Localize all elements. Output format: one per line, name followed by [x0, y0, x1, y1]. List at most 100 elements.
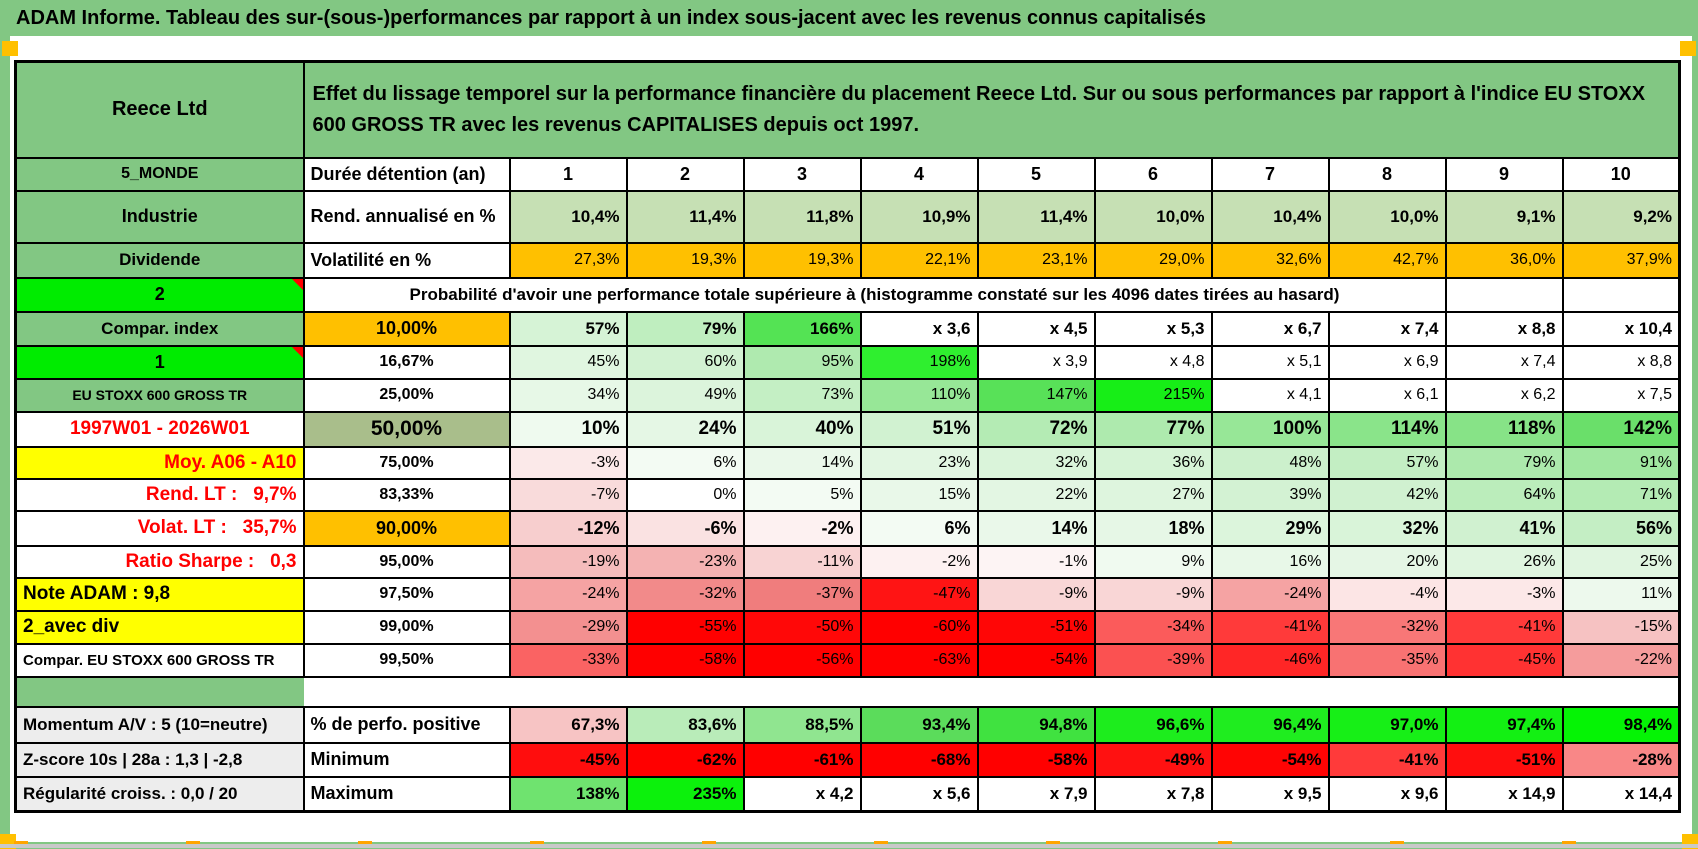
cell-19-2[interactable]: 138% [508, 775, 628, 813]
cell-11-11[interactable]: 56% [1561, 509, 1681, 547]
cell-5-3[interactable]: 79% [625, 310, 745, 347]
cell-18-9[interactable]: -41% [1327, 741, 1447, 778]
cell-9-9[interactable]: 57% [1327, 445, 1447, 480]
cell-9-8[interactable]: 48% [1210, 445, 1330, 480]
cell-8-8[interactable]: 100% [1210, 410, 1330, 448]
cell-11-0[interactable]: Volat. LT : 35,7% [14, 509, 305, 547]
cell-5-1[interactable]: 10,00% [302, 310, 511, 347]
cell-7-11[interactable]: x 7,5 [1561, 377, 1681, 413]
cell-6-1[interactable]: 16,67% [302, 344, 511, 380]
cell-12-4[interactable]: -11% [742, 544, 862, 579]
cell-10-8[interactable]: 39% [1210, 477, 1330, 512]
cell-2-4[interactable]: 11,8% [742, 189, 862, 244]
cell-15-1[interactable]: 99,50% [302, 642, 511, 678]
cell-7-10[interactable]: x 6,2 [1444, 377, 1564, 413]
cell-11-10[interactable]: 41% [1444, 509, 1564, 547]
cell-8-4[interactable]: 40% [742, 410, 862, 448]
cell-13-5[interactable]: -47% [859, 576, 979, 612]
cell-19-10[interactable]: x 14,9 [1444, 775, 1564, 813]
cell-9-11[interactable]: 91% [1561, 445, 1681, 480]
cell-9-1[interactable]: 75,00% [302, 445, 511, 480]
cell-10-6[interactable]: 22% [976, 477, 1096, 512]
cell-11-5[interactable]: 6% [859, 509, 979, 547]
cell-6-0[interactable]: 1 [14, 344, 305, 380]
cell-10-2[interactable]: -7% [508, 477, 628, 512]
cell-14-2[interactable]: -29% [508, 609, 628, 645]
cell-3-6[interactable]: 23,1% [976, 241, 1096, 279]
cell-15-8[interactable]: -46% [1210, 642, 1330, 678]
cell-14-3[interactable]: -55% [625, 609, 745, 645]
cell-9-7[interactable]: 36% [1093, 445, 1213, 480]
cell-3-4[interactable]: 19,3% [742, 241, 862, 279]
cell-10-1[interactable]: 83,33% [302, 477, 511, 512]
cell-17-3[interactable]: 83,6% [625, 705, 745, 744]
cell-8-0[interactable]: 1997W01 - 2026W01 [14, 410, 305, 448]
cell-9-5[interactable]: 23% [859, 445, 979, 480]
cell-13-4[interactable]: -37% [742, 576, 862, 612]
cell-12-1[interactable]: 95,00% [302, 544, 511, 579]
cell-2-3[interactable]: 11,4% [625, 189, 745, 244]
cell-19-6[interactable]: x 7,9 [976, 775, 1096, 813]
cell-18-10[interactable]: -51% [1444, 741, 1564, 778]
cell-3-0[interactable]: Dividende [14, 241, 305, 279]
cell-11-6[interactable]: 14% [976, 509, 1096, 547]
cell-17-6[interactable]: 94,8% [976, 705, 1096, 744]
cell-7-3[interactable]: 49% [625, 377, 745, 413]
cell-19-9[interactable]: x 9,6 [1327, 775, 1447, 813]
cell-1-11[interactable]: 10 [1561, 156, 1681, 192]
cell-9-3[interactable]: 6% [625, 445, 745, 480]
cell-2-9[interactable]: 10,0% [1327, 189, 1447, 244]
cell-15-6[interactable]: -54% [976, 642, 1096, 678]
cell-14-11[interactable]: -15% [1561, 609, 1681, 645]
cell-12-6[interactable]: -1% [976, 544, 1096, 579]
cell-11-9[interactable]: 32% [1327, 509, 1447, 547]
cell-15-0[interactable]: Compar. EU STOXX 600 GROSS TR [14, 642, 305, 678]
cell-6-7[interactable]: x 4,8 [1093, 344, 1213, 380]
cell-3-10[interactable]: 36,0% [1444, 241, 1564, 279]
cell-13-7[interactable]: -9% [1093, 576, 1213, 612]
cell-18-7[interactable]: -49% [1093, 741, 1213, 778]
cell-1-10[interactable]: 9 [1444, 156, 1564, 192]
cell-5-6[interactable]: x 4,5 [976, 310, 1096, 347]
cell-5-7[interactable]: x 5,3 [1093, 310, 1213, 347]
cell-12-0[interactable]: Ratio Sharpe : 0,3 [14, 544, 305, 579]
cell-11-1[interactable]: 90,00% [302, 509, 511, 547]
cell-5-0[interactable]: Compar. index [14, 310, 305, 347]
cell-12-2[interactable]: -19% [508, 544, 628, 579]
cell-14-0[interactable]: 2_avec div [14, 609, 305, 645]
cell-17-5[interactable]: 93,4% [859, 705, 979, 744]
cell-8-3[interactable]: 24% [625, 410, 745, 448]
cell-11-3[interactable]: -6% [625, 509, 745, 547]
cell-7-2[interactable]: 34% [508, 377, 628, 413]
cell-2-10[interactable]: 9,1% [1444, 189, 1564, 244]
cell-6-4[interactable]: 95% [742, 344, 862, 380]
cell-6-2[interactable]: 45% [508, 344, 628, 380]
cell-12-5[interactable]: -2% [859, 544, 979, 579]
cell-19-11[interactable]: x 14,4 [1561, 775, 1681, 813]
cell-14-5[interactable]: -60% [859, 609, 979, 645]
cell-2-8[interactable]: 10,4% [1210, 189, 1330, 244]
cell-7-8[interactable]: x 4,1 [1210, 377, 1330, 413]
cell-13-2[interactable]: -24% [508, 576, 628, 612]
cell-15-9[interactable]: -35% [1327, 642, 1447, 678]
cell-18-3[interactable]: -62% [625, 741, 745, 778]
cell-14-6[interactable]: -51% [976, 609, 1096, 645]
cell-17-4[interactable]: 88,5% [742, 705, 862, 744]
cell-7-4[interactable]: 73% [742, 377, 862, 413]
cell-10-4[interactable]: 5% [742, 477, 862, 512]
cell-17-7[interactable]: 96,6% [1093, 705, 1213, 744]
cell-6-8[interactable]: x 5,1 [1210, 344, 1330, 380]
cell-3-8[interactable]: 32,6% [1210, 241, 1330, 279]
cell-2-0[interactable]: Industrie [14, 189, 305, 244]
cell-18-8[interactable]: -54% [1210, 741, 1330, 778]
cell-13-10[interactable]: -3% [1444, 576, 1564, 612]
cell-5-2[interactable]: 57% [508, 310, 628, 347]
cell-19-8[interactable]: x 9,5 [1210, 775, 1330, 813]
cell-3-11[interactable]: 37,9% [1561, 241, 1681, 279]
cell-8-10[interactable]: 118% [1444, 410, 1564, 448]
cell-14-7[interactable]: -34% [1093, 609, 1213, 645]
cell-1-0[interactable]: 5_MONDE [14, 156, 305, 192]
cell-19-4[interactable]: x 4,2 [742, 775, 862, 813]
cell-12-8[interactable]: 16% [1210, 544, 1330, 579]
cell-6-10[interactable]: x 7,4 [1444, 344, 1564, 380]
